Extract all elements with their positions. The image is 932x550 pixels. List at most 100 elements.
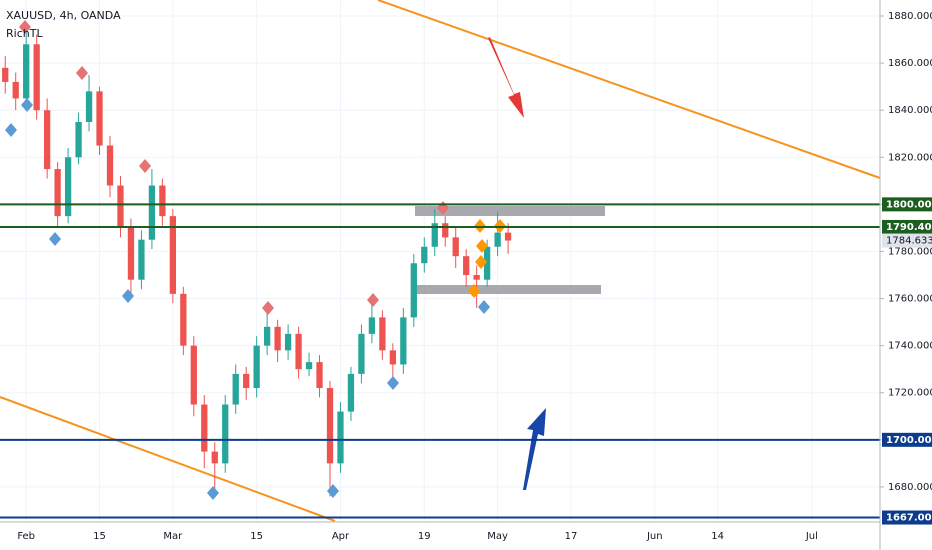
marker [468,284,480,298]
top-markers [19,20,449,315]
candle-body [473,275,480,280]
x-tick-label: May [487,531,508,542]
x-tick-label: 17 [565,531,578,542]
trend-line [377,0,881,179]
candle-body [12,81,19,99]
candle-body [2,67,9,82]
y-tick-label: 1740.000 [888,341,932,352]
candle-body [159,185,166,217]
candle-body [127,227,135,280]
y-tick-label: 1840.000 [888,105,932,116]
candle-body [337,411,344,464]
marker [19,20,31,34]
candle-body [33,44,40,111]
marker [475,255,487,269]
y-tick-label: 1680.000 [888,482,932,493]
indicator-name: RichTL [6,27,43,40]
marker [207,486,219,500]
y-tick-label: 1780.000 [888,246,932,257]
y-tick-label: 1720.000 [888,388,932,399]
marker [5,123,17,137]
marker [21,98,33,112]
marker [387,376,399,390]
grid [0,0,880,522]
candle-body [400,317,407,365]
candle-body [431,223,438,247]
x-tick-label: Apr [332,531,350,542]
marker [478,300,490,314]
candle-body [169,216,176,294]
candle-body [243,373,250,389]
marker [49,232,61,246]
level-label-box [882,197,932,212]
candle-body [305,362,313,370]
candle-body [347,373,355,412]
chart-title: XAUUSD, 4h, OANDA [6,9,121,22]
candle-body [274,326,281,351]
mid-markers [468,219,506,298]
candle-body [504,232,512,241]
candle-body [85,91,93,122]
candle-body [421,246,428,264]
marker [76,66,88,80]
up-arrow [523,408,546,490]
candle-body [75,121,82,158]
trend-line [0,396,336,522]
candle-body [295,333,302,370]
y-tick-label: 1860.000 [888,58,932,69]
candle-body [54,169,61,217]
candle-body [389,350,396,365]
candle-body [410,263,417,318]
candle-body [44,110,51,170]
resistance-zone [415,206,605,216]
candle-body [494,232,501,247]
candle-body [180,293,187,346]
candle-body [232,373,239,405]
candle-body [316,362,323,389]
x-tick-label: 19 [418,531,431,542]
x-tick-label: 14 [711,531,724,542]
candle-body [23,44,30,99]
y-tick-label: 1760.000 [888,294,932,305]
marker [367,293,379,307]
candle-body [326,388,334,464]
x-tick-label: 15 [93,531,106,542]
x-tick-label: Mar [163,531,183,542]
bottom-markers [5,98,490,500]
x-tick-label: Feb [17,531,35,542]
levels [0,203,880,519]
candle-body [96,91,103,146]
support-zone [412,285,601,294]
candle-body [222,404,229,464]
level-label: 1790.407 [886,222,932,233]
axis-labels: 1680.000 1700.000 1720.000 1740.000 1760.000… [17,11,932,542]
candle-body [64,157,72,217]
last-price-box [882,233,932,248]
level-label-box [882,510,932,525]
level-label-box [882,219,932,234]
x-tick-label: Jun [646,531,663,542]
level-label: 1700.000 [886,435,932,446]
candle-body [264,326,271,346]
candle-body [138,239,145,280]
candle-body [358,333,365,374]
last-price-label: 1784.633 [886,236,932,247]
down-arrow [488,37,524,118]
marker [327,484,339,498]
candle-body [379,317,386,351]
candle-body [484,246,491,280]
level-label: 1667.000 [886,513,932,524]
candle-body [463,256,470,276]
candle-body [452,237,459,257]
marker [122,289,134,303]
candle-body [284,333,292,351]
level-label: 1800.000 [886,199,932,210]
y-tick-label: 1880.000 [888,11,932,22]
candle-body [106,145,114,186]
candle-body [148,185,156,240]
level-label-box [882,432,932,447]
x-tick-label: 15 [250,531,263,542]
candle-body [442,223,449,238]
candle-body [117,185,124,228]
